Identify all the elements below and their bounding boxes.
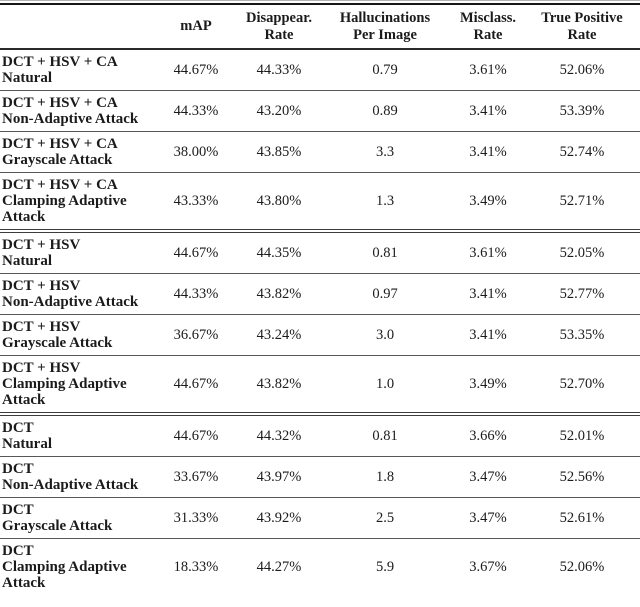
- cell-hallucinations: 1.8: [318, 456, 452, 498]
- cell-disappear-rate: 43.82%: [240, 355, 318, 414]
- cell-hallucinations: 0.79: [372, 62, 398, 78]
- table-row: DCT + HSV + CA Grayscale Attack 38.00% 4…: [0, 131, 640, 173]
- cell-map: 44.67%: [152, 355, 240, 414]
- cell-hallucinations: 1.0: [318, 355, 452, 414]
- cell-map: 31.33%: [152, 497, 240, 539]
- col-header-empty: [0, 5, 152, 50]
- table-row: DCT Non-Adaptive Attack 33.67% 43.97% 1.…: [0, 456, 640, 498]
- cell-map: 44.33%: [152, 90, 240, 132]
- cell-disappear-rate: 43.24%: [240, 314, 318, 356]
- cell-misclass-rate: 3.41%: [452, 90, 524, 132]
- cell-true-positive-rate: 52.61%: [524, 497, 640, 539]
- results-table: mAP Disappear. Rate Hallucinations Per I…: [0, 5, 640, 595]
- cell-map: 38.00%: [152, 131, 240, 173]
- row-label: DCT + HSV Natural: [0, 229, 152, 274]
- cell-map: 18.33%: [152, 538, 240, 595]
- table-top-rule: [0, 0, 640, 5]
- row-label: DCT + HSV + CA Natural: [2, 54, 118, 86]
- cell-true-positive-rate: 53.39%: [524, 90, 640, 132]
- cell-disappear-rate: 44.27%: [240, 538, 318, 595]
- cell-disappear-rate: 44.35%: [240, 229, 318, 274]
- cell-misclass-rate: 3.41%: [452, 273, 524, 315]
- header-row: mAP Disappear. Rate Hallucinations Per I…: [0, 5, 640, 50]
- cell-misclass-rate: 3.66%: [452, 412, 524, 457]
- col-header-true-positive-rate: True Positive Rate: [524, 5, 640, 50]
- cell-true-positive-rate: 53.35%: [524, 314, 640, 356]
- table-row: DCT + HSV + CA Non-Adaptive Attack 44.33…: [0, 90, 640, 132]
- table-row: DCT + HSV + CA Clamping Adaptive Attack …: [0, 172, 640, 231]
- cell-hallucinations: 0.81: [318, 229, 452, 274]
- row-label: DCT + HSV Non-Adaptive Attack: [0, 273, 152, 315]
- cell-misclass-rate: 3.61%: [469, 62, 507, 78]
- cell-map: 44.67%: [173, 62, 219, 78]
- cell-true-positive-rate: 52.70%: [524, 355, 640, 414]
- cell-true-positive-rate: 52.71%: [524, 172, 640, 231]
- table-row: DCT Grayscale Attack 31.33% 43.92% 2.5 3…: [0, 497, 640, 539]
- row-label: DCT Clamping Adaptive Attack: [0, 538, 152, 595]
- row-label: DCT + HSV + CA Clamping Adaptive Attack: [0, 172, 152, 231]
- table-row: DCT + HSV Natural 44.67% 44.35% 0.81 3.6…: [0, 229, 640, 274]
- cell-misclass-rate: 3.41%: [452, 314, 524, 356]
- cell-disappear-rate: 44.33%: [256, 62, 302, 78]
- cell-misclass-rate: 3.47%: [452, 456, 524, 498]
- cell-hallucinations: 0.97: [318, 273, 452, 315]
- row-label: DCT + HSV Grayscale Attack: [0, 314, 152, 356]
- col-header-misclass-rate: Misclass. Rate: [452, 5, 524, 50]
- row-label: DCT Non-Adaptive Attack: [0, 456, 152, 498]
- cell-hallucinations: 5.9: [318, 538, 452, 595]
- cell-hallucinations: 3.3: [318, 131, 452, 173]
- cell-misclass-rate: 3.49%: [452, 355, 524, 414]
- cell-map: 36.67%: [152, 314, 240, 356]
- table-row: DCT Natural 44.67% 44.32% 0.81 3.66% 52.…: [0, 412, 640, 457]
- row-label: DCT Natural: [0, 412, 152, 457]
- cell-true-positive-rate: 52.06%: [524, 538, 640, 595]
- cell-disappear-rate: 43.97%: [240, 456, 318, 498]
- row-label: DCT + HSV + CA Grayscale Attack: [0, 131, 152, 173]
- cell-map: 44.67%: [152, 412, 240, 457]
- cell-map: 33.67%: [152, 456, 240, 498]
- cell-misclass-rate: 3.61%: [452, 229, 524, 274]
- cell-true-positive-rate: 52.01%: [524, 412, 640, 457]
- cell-true-positive-rate: 52.74%: [524, 131, 640, 173]
- cell-true-positive-rate: 52.05%: [524, 229, 640, 274]
- cell-hallucinations: 0.89: [318, 90, 452, 132]
- cell-disappear-rate: 44.32%: [240, 412, 318, 457]
- cell-disappear-rate: 43.82%: [240, 273, 318, 315]
- table-row: DCT + HSV Clamping Adaptive Attack 44.67…: [0, 355, 640, 414]
- cell-map: 44.67%: [152, 229, 240, 274]
- cell-misclass-rate: 3.49%: [452, 172, 524, 231]
- cell-hallucinations: 2.5: [318, 497, 452, 539]
- col-header-disappear-rate: Disappear. Rate: [240, 5, 318, 50]
- cell-hallucinations: 1.3: [318, 172, 452, 231]
- cell-misclass-rate: 3.47%: [452, 497, 524, 539]
- cell-true-positive-rate: 52.77%: [524, 273, 640, 315]
- cell-map: 43.33%: [152, 172, 240, 231]
- table-row: DCT + HSV Non-Adaptive Attack 44.33% 43.…: [0, 273, 640, 315]
- cell-disappear-rate: 43.92%: [240, 497, 318, 539]
- cell-true-positive-rate: 52.06%: [559, 62, 605, 78]
- col-header-hallucinations: Hallucinations Per Image: [318, 5, 452, 50]
- cell-disappear-rate: 43.20%: [240, 90, 318, 132]
- row-label: DCT + HSV + CA Non-Adaptive Attack: [0, 90, 152, 132]
- table-row: DCT + HSV Grayscale Attack 36.67% 43.24%…: [0, 314, 640, 356]
- row-label: DCT + HSV Clamping Adaptive Attack: [0, 355, 152, 414]
- cell-misclass-rate: 3.41%: [452, 131, 524, 173]
- table-row: DCT Clamping Adaptive Attack 18.33% 44.2…: [0, 538, 640, 595]
- cell-disappear-rate: 43.80%: [240, 172, 318, 231]
- col-header-map: mAP: [152, 5, 240, 50]
- cell-disappear-rate: 43.85%: [240, 131, 318, 173]
- table-row: DCT + HSV + CA Natural 44.67% 44.33% 0.7…: [0, 49, 640, 91]
- cell-hallucinations: 3.0: [318, 314, 452, 356]
- cell-true-positive-rate: 52.56%: [524, 456, 640, 498]
- cell-hallucinations: 0.81: [318, 412, 452, 457]
- cell-misclass-rate: 3.67%: [452, 538, 524, 595]
- row-label: DCT Grayscale Attack: [0, 497, 152, 539]
- cell-map: 44.33%: [152, 273, 240, 315]
